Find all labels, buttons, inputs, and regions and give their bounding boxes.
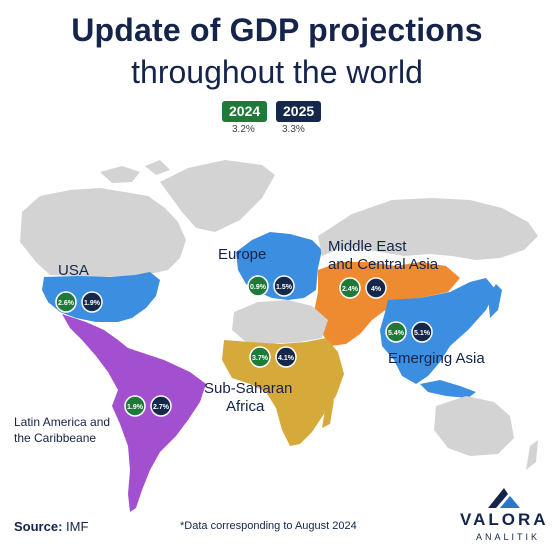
africa-label-line2: Africa (226, 398, 265, 415)
africa-label-line1: Sub-Saharan (204, 380, 293, 397)
usa-2024-value: 2.6% (58, 300, 75, 307)
russia-landmass (318, 198, 538, 260)
australia-landmass (434, 396, 514, 456)
usa-2025-value: 1.9% (84, 300, 101, 307)
asia-2024-marker (385, 321, 407, 343)
europe-2024-value: 0.9% (250, 284, 267, 291)
africa-2024-marker (249, 346, 271, 368)
usa-2025-marker (81, 291, 103, 313)
asia-2024-value: 5.4% (388, 330, 405, 337)
latam-2024-value: 1.9% (127, 404, 144, 411)
mideast-2024-marker (339, 277, 361, 299)
global-value-2025: 3.3% (282, 124, 305, 135)
source-label: Source: (14, 519, 63, 534)
legend-badge-2024: 2024 (222, 101, 268, 122)
latam-2025-marker (150, 395, 172, 417)
greenland-landmass (160, 160, 275, 232)
latam-label-line1: Latin America and (14, 415, 111, 429)
latam-2024-marker (124, 395, 146, 417)
mideast-label-line1: Middle East (328, 238, 407, 255)
source-note: Source: IMF (14, 519, 88, 534)
emerging-asia-region (380, 278, 496, 384)
europe-2025-value: 1.5% (276, 284, 293, 291)
asia-label: Emerging Asia (388, 350, 485, 367)
europe-label: Europe (218, 246, 267, 263)
canada-landmass (20, 188, 186, 277)
arctic-islands-landmass (100, 160, 170, 183)
europe-2025-marker (273, 275, 295, 297)
africa-2024-value: 3.7% (252, 355, 269, 362)
legend-badge-2025: 2025 (276, 101, 322, 122)
latam-2025-value: 2.7% (153, 404, 170, 411)
source-value: IMF (66, 519, 89, 534)
indonesia-landmass (420, 380, 476, 398)
data-date-note: *Data corresponding to August 2024 (180, 520, 357, 532)
asia-2025-value: 5.1% (414, 330, 431, 337)
usa-2024-marker (55, 291, 77, 313)
sub-saharan-africa-region (222, 338, 344, 446)
valora-logo-icon (488, 488, 520, 508)
europe-2024-marker (247, 275, 269, 297)
mideast-2024-value: 2.4% (342, 286, 359, 293)
africa-2025-value: 4.1% (278, 355, 295, 362)
africa-2025-marker (275, 346, 297, 368)
global-value-2024: 3.2% (232, 124, 255, 135)
north-africa-landmass (232, 300, 328, 344)
page-subtitle: throughout the world (131, 54, 423, 90)
page-title: Update of GDP projections (71, 12, 483, 48)
mideast-2025-value: 4% (371, 286, 382, 293)
madagascar-landmass (322, 400, 334, 428)
new-zealand-landmass (526, 440, 538, 470)
asia-2025-marker (411, 321, 433, 343)
logo-subtext: ANALITIK (476, 532, 541, 542)
latam-label-line2: the Caribbeane (14, 431, 97, 445)
logo-text: VALORA (460, 510, 549, 529)
japan-landmass (488, 284, 502, 318)
mideast-label-line2: and Central Asia (328, 256, 439, 273)
mideast-2025-marker (365, 277, 387, 299)
usa-label: USA (58, 262, 89, 279)
